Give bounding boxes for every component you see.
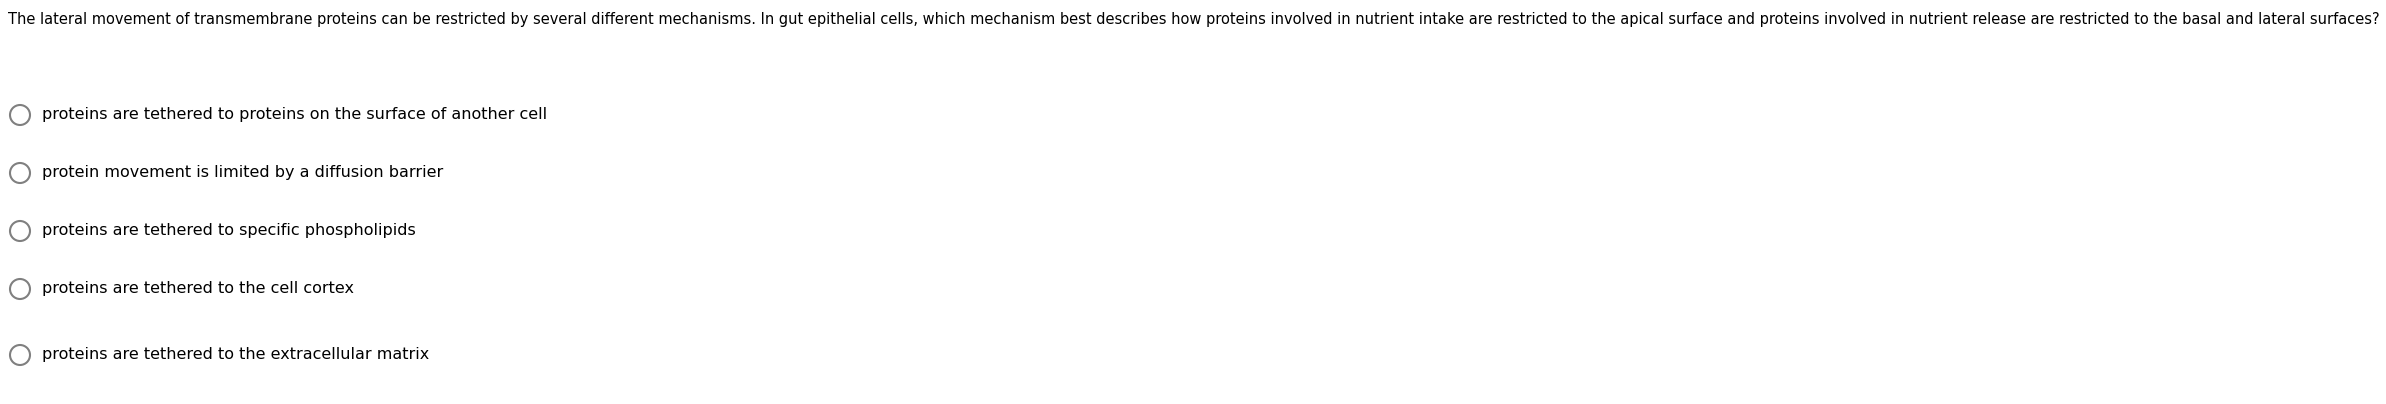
Text: protein movement is limited by a diffusion barrier: protein movement is limited by a diffusi… <box>43 166 444 181</box>
Text: proteins are tethered to specific phospholipids: proteins are tethered to specific phosph… <box>43 223 415 238</box>
Text: proteins are tethered to the cell cortex: proteins are tethered to the cell cortex <box>43 282 353 297</box>
Text: proteins are tethered to proteins on the surface of another cell: proteins are tethered to proteins on the… <box>43 107 546 122</box>
Text: The lateral movement of transmembrane proteins can be restricted by several diff: The lateral movement of transmembrane pr… <box>7 12 2379 27</box>
Text: proteins are tethered to the extracellular matrix: proteins are tethered to the extracellul… <box>43 347 429 362</box>
